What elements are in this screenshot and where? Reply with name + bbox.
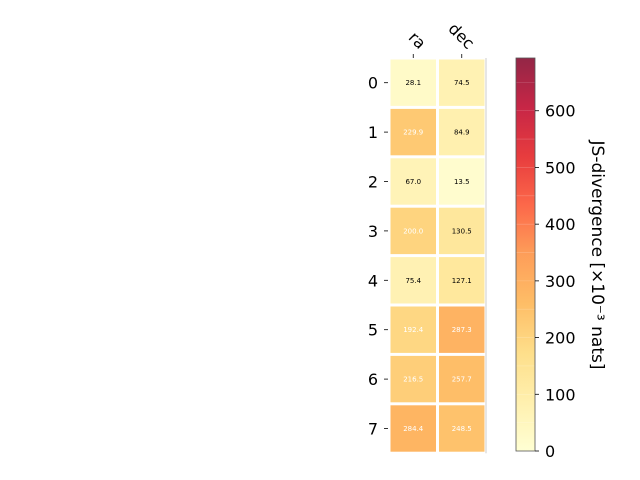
cell-label: 84.9 [454,129,470,137]
colorbar-tick-label: 500 [545,158,576,177]
cell-label: 67.0 [405,178,421,186]
heatmap-cell [390,257,436,304]
row-tick-label: 3 [368,222,378,241]
row-tick-label: 0 [368,74,378,93]
cell-label: 127.1 [452,277,472,285]
row-tick-label: 1 [368,123,378,142]
heatmap-cell [390,158,436,205]
cell-label: 248.5 [452,425,472,433]
heatmap-cell [439,405,485,452]
heatmap-cell [390,405,436,452]
cell-label: 229.9 [403,129,423,137]
row-tick-label: 5 [368,321,378,340]
col-tick-label: ra [405,28,430,53]
colorbar-gradient [516,58,535,451]
heatmap-cell [439,59,485,106]
colorbar-tick-label: 100 [545,385,576,404]
row-tick-label: 4 [368,271,378,290]
col-tick-label: dec [445,19,479,53]
heatmap-cell [390,306,436,353]
cell-label: 28.1 [405,79,421,87]
colorbar: 0 100 200 300 400 500 600 JS-divergence [×10⁻³… [515,57,607,461]
cell-label: 216.5 [403,376,423,384]
colorbar-tick-label: 200 [545,329,576,348]
row-tick-label: 2 [368,173,378,192]
heatmap-cell [439,108,485,156]
cell-label: 284.4 [403,425,424,433]
heatmap-cells: 28.1 74.5 229.9 84.9 67.0 13.5 200.0 130.5 75.4 1… [390,59,485,452]
heatmap-cell [390,207,436,255]
colorbar-tick-label: 600 [545,102,576,121]
row-tick-label: 6 [368,370,378,389]
cell-label: 257.7 [452,376,472,384]
colorbar-label: JS-divergence [×10⁻³ nats] [587,140,607,370]
heatmap-cell [439,158,485,205]
heatmap-cell [390,355,436,403]
heatmap-cell [439,257,485,304]
cell-label: 287.3 [452,326,472,334]
cell-label: 130.5 [452,227,472,235]
heatmap-cell [439,306,485,353]
cell-label: 200.0 [403,227,423,235]
heatmap-cell [390,108,436,156]
colorbar-tick-label: 0 [545,442,555,461]
heatmap-cell [439,355,485,403]
colorbar-tick-label: 300 [545,272,576,291]
cell-label: 74.5 [454,79,470,87]
heatmap-cell [439,207,485,255]
cell-label: 13.5 [454,178,470,186]
heatmap-cell [390,59,436,106]
colorbar-frame [515,57,536,452]
row-tick-label: 7 [368,420,378,439]
colorbar-tick-label: 400 [545,215,576,234]
cell-label: 75.4 [405,277,421,285]
cell-label: 192.4 [403,326,424,334]
